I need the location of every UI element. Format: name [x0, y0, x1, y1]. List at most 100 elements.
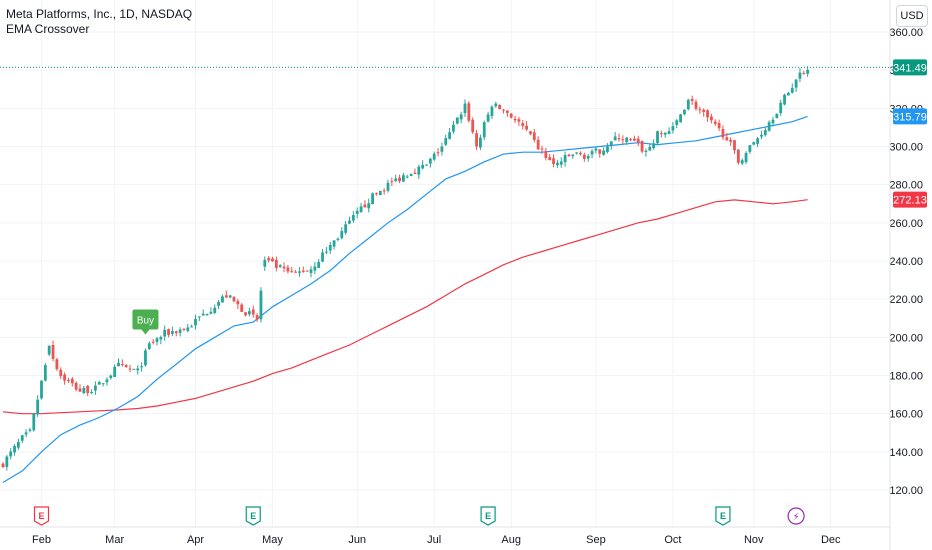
candle-body — [363, 204, 367, 208]
candle-body — [536, 139, 540, 150]
candle-body — [332, 240, 336, 247]
price-axis[interactable]: 120.00 140.00 160.00 180.00 200.00 220.00 240.… — [889, 27, 923, 497]
candle-body — [197, 316, 201, 318]
candle-body — [117, 362, 120, 367]
candle-body — [105, 379, 109, 383]
candle-body — [255, 315, 259, 320]
candle-body — [767, 122, 771, 131]
candle-body — [86, 385, 90, 394]
candle-body — [448, 132, 451, 139]
candle-body — [621, 139, 625, 141]
candle-body — [648, 146, 652, 151]
candle-body — [259, 290, 263, 320]
candle-body — [351, 215, 355, 221]
candle-body — [529, 131, 532, 134]
currency-button[interactable]: USD — [896, 5, 928, 27]
candle-body — [717, 122, 721, 129]
candle-body — [171, 331, 174, 334]
candle-body — [613, 136, 617, 141]
candle-body — [740, 160, 744, 164]
candle-body — [479, 137, 482, 148]
candle-body — [729, 139, 733, 142]
candle-body — [163, 329, 167, 337]
candle-body — [382, 190, 386, 192]
x-tick-label: Aug — [501, 534, 521, 546]
candle-body — [309, 269, 313, 274]
candle-body — [417, 166, 421, 175]
earnings-icon — [33, 506, 50, 526]
candle-body — [798, 72, 802, 79]
candle-body — [398, 177, 401, 182]
price-tag-label: 341.49 — [893, 62, 927, 74]
candle-body — [625, 137, 629, 142]
candle-body — [221, 296, 224, 303]
candles — [1, 66, 810, 471]
candle-body — [113, 366, 117, 378]
candle-body — [452, 124, 455, 132]
candle-body — [13, 445, 16, 453]
candle-body — [213, 307, 217, 313]
candle-body — [455, 117, 459, 124]
candle-body — [67, 380, 70, 382]
ema-slow-path — [2, 199, 808, 415]
ema-slow-line — [2, 199, 808, 415]
candle-body — [787, 92, 790, 96]
candle-body — [263, 259, 267, 267]
candle-body — [459, 114, 463, 120]
y-tick-label: 140.00 — [889, 447, 923, 459]
candle-body — [32, 413, 36, 431]
x-tick-label: Dec — [821, 534, 841, 546]
candle-body — [606, 146, 609, 152]
candle-body — [55, 359, 59, 370]
candle-body — [617, 138, 621, 140]
candle-body — [132, 368, 136, 370]
earnings-icon — [480, 506, 496, 526]
candle-body — [756, 138, 759, 144]
candle-body — [209, 311, 213, 314]
candle-body — [178, 329, 182, 333]
candle-body — [317, 261, 321, 269]
candle-body — [675, 120, 679, 125]
split-icon-label: ⚡ — [793, 512, 800, 523]
y-tick-label: 200.00 — [889, 332, 923, 344]
time-axis[interactable]: Feb Mar Apr May Jun Jul Aug Sep Oct Nov Dec — [0, 0, 891, 550]
buy-marker-pointer — [141, 329, 150, 335]
candle-body — [659, 133, 663, 135]
candle-body — [367, 203, 371, 209]
candle-body — [521, 123, 525, 127]
x-tick-label: Apr — [187, 534, 204, 546]
candle-body — [267, 258, 271, 261]
chart-title: Meta Platforms, Inc., 1D, NASDAQ — [6, 7, 193, 21]
x-tick-label: Mar — [105, 534, 124, 546]
candle-body — [733, 140, 736, 151]
candle-body — [590, 151, 594, 155]
candle-body — [9, 451, 13, 457]
candle-body — [151, 341, 155, 343]
candle-body — [140, 366, 143, 368]
y-tick-label: 280.00 — [889, 180, 923, 192]
candle-body — [167, 329, 170, 335]
candle-body — [425, 164, 428, 166]
candle-body — [328, 245, 332, 251]
candle-body — [228, 295, 232, 298]
candle-body — [802, 73, 806, 75]
y-tick-label: 360.00 — [889, 27, 923, 39]
candle-body — [305, 270, 309, 272]
event-icons[interactable]: E E E E ⚡ — [33, 506, 805, 526]
candle-body — [413, 172, 417, 174]
candle-body — [663, 132, 667, 135]
x-tick-label: Feb — [32, 534, 51, 546]
candle-body — [224, 295, 228, 298]
candle-body — [74, 382, 78, 390]
candle-body — [502, 109, 505, 111]
candle-body — [567, 154, 571, 156]
candle-body — [571, 154, 575, 157]
candle-body — [444, 138, 448, 145]
indicator-label[interactable]: EMA Crossover — [6, 22, 90, 36]
candle-body — [586, 156, 590, 159]
candle-body — [428, 158, 432, 164]
candle-body — [274, 259, 278, 268]
price-tag-ema_slow — [893, 191, 927, 208]
candle-body — [182, 328, 186, 330]
